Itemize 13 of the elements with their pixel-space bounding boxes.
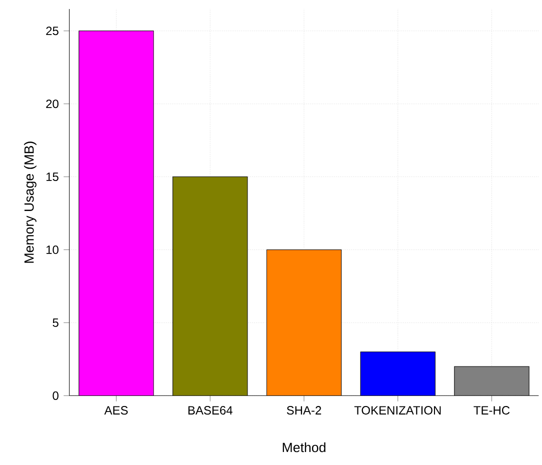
y-tick-label: 5 bbox=[52, 318, 58, 327]
x-tick-label: AES bbox=[104, 406, 128, 415]
x-tick-label: BASE64 bbox=[188, 406, 232, 415]
y-axis-title: Memory Usage (MB) bbox=[24, 142, 36, 263]
x-axis-title: Method bbox=[282, 442, 326, 452]
y-tick-label: 15 bbox=[46, 172, 58, 181]
x-tick-label: TOKENIZATION bbox=[354, 406, 441, 415]
y-tick-label: 25 bbox=[46, 26, 58, 36]
x-tick-label: SHA-2 bbox=[286, 406, 322, 415]
x-tick-label: TE-HC bbox=[474, 406, 510, 415]
y-tick-label: 20 bbox=[46, 100, 58, 108]
y-tick-label: 0 bbox=[52, 391, 58, 400]
y-tick-label: 10 bbox=[46, 246, 58, 254]
